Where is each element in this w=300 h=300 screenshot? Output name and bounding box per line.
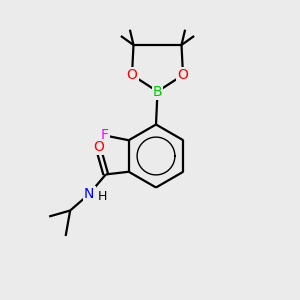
Text: O: O bbox=[178, 68, 188, 82]
Text: N: N bbox=[84, 187, 94, 201]
Text: F: F bbox=[101, 128, 109, 142]
Text: B: B bbox=[153, 85, 162, 98]
Text: H: H bbox=[98, 190, 107, 203]
Text: O: O bbox=[127, 68, 137, 82]
Text: O: O bbox=[93, 140, 104, 154]
